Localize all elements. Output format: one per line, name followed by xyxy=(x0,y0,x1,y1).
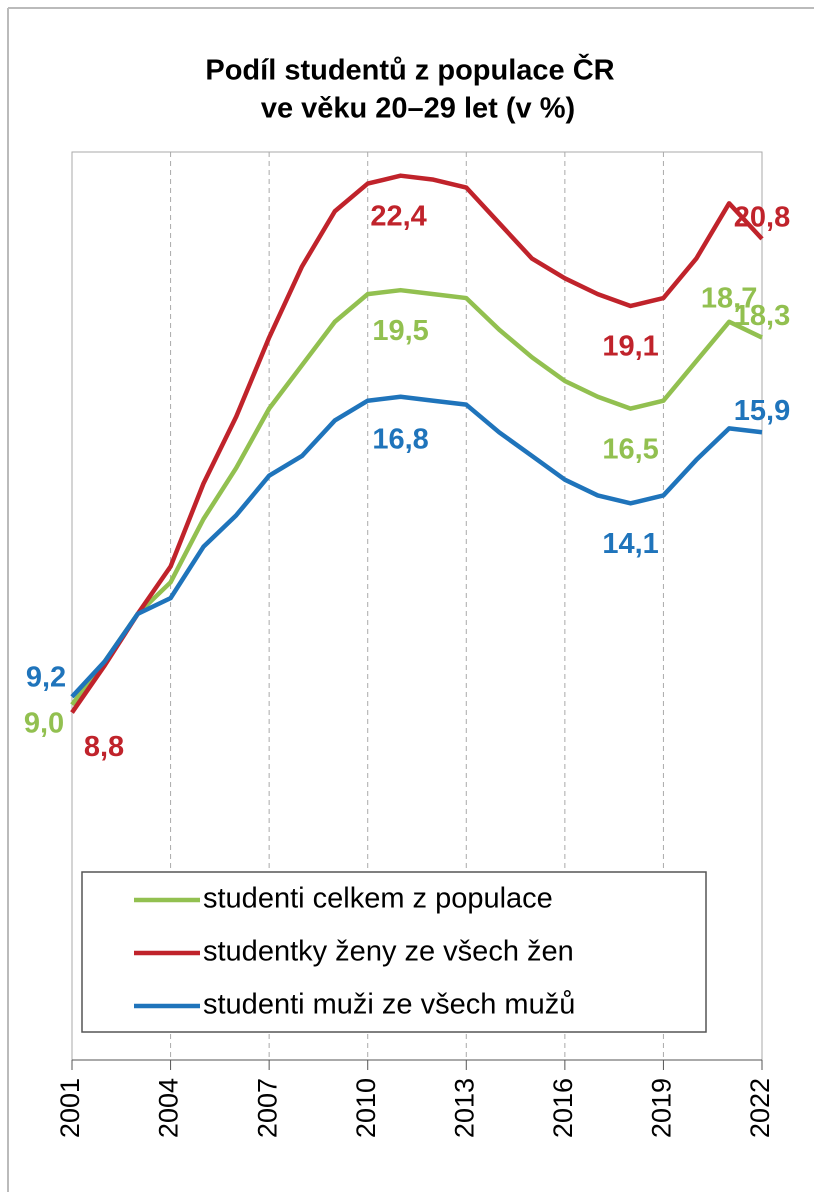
legend-label: studenti muži ze všech mužů xyxy=(203,989,575,1021)
data-label: 20,8 xyxy=(734,202,790,234)
x-tick-label: 2019 xyxy=(647,1078,677,1138)
x-tick-label: 2001 xyxy=(55,1078,85,1138)
data-label: 8,8 xyxy=(84,731,124,763)
data-label: 15,9 xyxy=(734,395,790,427)
data-label: 9,2 xyxy=(26,661,66,693)
chart-title: ve věku 20–29 let (v %) xyxy=(261,93,575,125)
x-tick-label: 2022 xyxy=(745,1078,775,1138)
x-tick-label: 2010 xyxy=(351,1078,381,1138)
x-tick-label: 2007 xyxy=(252,1078,282,1138)
x-tick-label: 2004 xyxy=(154,1078,184,1138)
legend-label: studenti celkem z populace xyxy=(203,883,553,915)
line-series xyxy=(70,287,763,707)
data-label: 14,1 xyxy=(602,528,658,560)
data-label: 18,3 xyxy=(734,300,790,332)
data-label: 18,7 xyxy=(701,282,757,314)
data-label: 22,4 xyxy=(370,200,426,232)
data-label: 9,0 xyxy=(24,707,64,739)
data-label: 16,5 xyxy=(602,433,658,465)
legend-label: studentky ženy ze všech žen xyxy=(203,936,574,968)
data-label: 19,5 xyxy=(372,315,428,347)
chart-title: Podíl studentů z populace ČR xyxy=(205,53,614,87)
line-series xyxy=(70,394,763,699)
line-series xyxy=(70,173,764,714)
x-tick-label: 2013 xyxy=(449,1078,479,1138)
data-label: 16,8 xyxy=(372,423,428,455)
x-tick-label: 2016 xyxy=(548,1078,578,1138)
data-label: 19,1 xyxy=(602,331,658,363)
